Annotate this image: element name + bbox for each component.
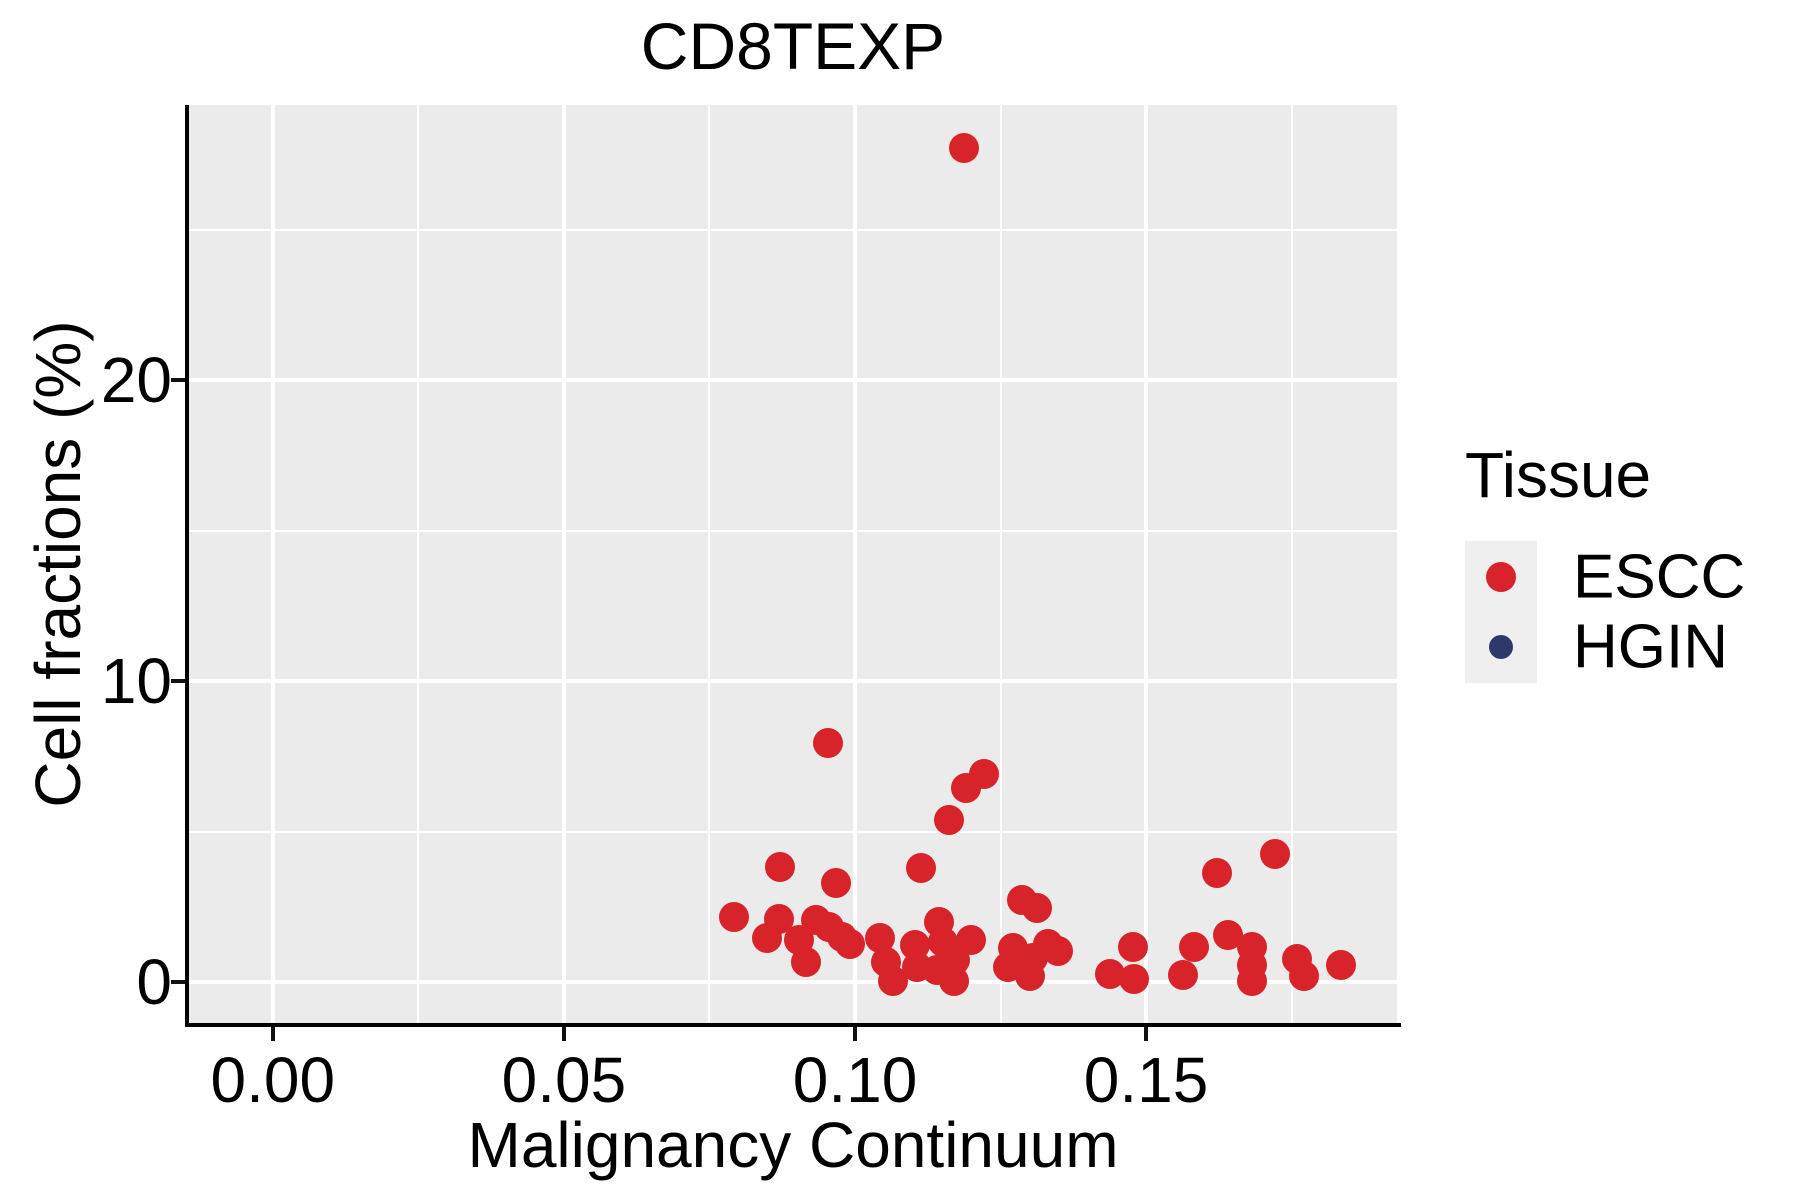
data-point-escc xyxy=(1259,839,1290,870)
y-tick-label: 10 xyxy=(100,645,172,718)
data-point-escc xyxy=(1202,857,1233,888)
x-tick-mark xyxy=(561,1027,566,1041)
data-point-escc xyxy=(905,852,936,883)
y-tick-mark xyxy=(171,378,185,383)
major-gridline-x xyxy=(561,105,566,1023)
data-point-escc xyxy=(791,946,822,977)
major-gridline-y xyxy=(189,378,1397,383)
escc-point-icon xyxy=(1486,562,1516,592)
y-axis-title: Cell fractions (%) xyxy=(22,320,94,808)
minor-gridline-y xyxy=(189,529,1397,532)
y-tick-label: 0 xyxy=(136,946,172,1019)
data-point-escc xyxy=(1168,960,1199,991)
minor-gridline-x xyxy=(708,105,711,1023)
x-tick-label: 0.15 xyxy=(1083,1044,1209,1116)
plot-title: CD8TEXP xyxy=(640,9,946,83)
data-point-escc xyxy=(1288,961,1319,992)
y-tick-label: 20 xyxy=(100,344,172,417)
x-tick-label: 0.05 xyxy=(501,1044,627,1116)
data-point-escc xyxy=(820,868,851,899)
plot-panel xyxy=(189,105,1397,1023)
data-point-escc xyxy=(1117,931,1148,962)
minor-gridline-x xyxy=(417,105,420,1023)
minor-gridline-x xyxy=(999,105,1002,1023)
x-tick-label: 0.10 xyxy=(792,1044,918,1116)
data-point-escc xyxy=(1179,931,1210,962)
data-point-escc xyxy=(933,805,964,836)
data-point-escc xyxy=(1325,950,1356,981)
major-gridline-x xyxy=(270,105,275,1023)
y-tick-mark xyxy=(171,679,185,684)
minor-gridline-x xyxy=(1290,105,1293,1023)
x-tick-label: 0.00 xyxy=(210,1044,336,1116)
legend-key-escc xyxy=(1465,541,1537,613)
y-axis-line xyxy=(185,105,189,1027)
data-point-escc xyxy=(813,727,844,758)
major-gridline-y xyxy=(189,980,1397,985)
major-gridline-x xyxy=(1144,105,1149,1023)
legend-label-escc: ESCC xyxy=(1573,542,1746,612)
data-point-escc xyxy=(834,928,865,959)
minor-gridline-y xyxy=(189,228,1397,231)
hgin-point-icon xyxy=(1489,635,1513,659)
data-point-escc xyxy=(764,851,795,882)
data-point-escc xyxy=(719,902,750,933)
minor-gridline-y xyxy=(189,830,1397,833)
data-point-escc xyxy=(955,924,986,955)
major-gridline-y xyxy=(189,679,1397,684)
x-tick-mark xyxy=(1144,1027,1149,1041)
x-tick-mark xyxy=(853,1027,857,1041)
data-point-escc xyxy=(1043,935,1074,966)
legend-key-hgin xyxy=(1465,611,1537,683)
data-point-escc xyxy=(969,759,1000,790)
data-point-escc xyxy=(1237,966,1268,997)
legend-title: Tissue xyxy=(1465,439,1652,511)
x-axis-line xyxy=(185,1023,1401,1027)
x-tick-mark xyxy=(270,1027,275,1041)
legend-label-hgin: HGIN xyxy=(1573,612,1728,682)
data-point-escc xyxy=(1119,964,1150,995)
data-point-escc xyxy=(948,132,979,163)
y-tick-mark xyxy=(171,980,185,985)
major-gridline-x xyxy=(853,105,857,1023)
data-point-escc xyxy=(1021,893,1052,924)
x-axis-title: Malignancy Continuum xyxy=(467,1109,1119,1181)
